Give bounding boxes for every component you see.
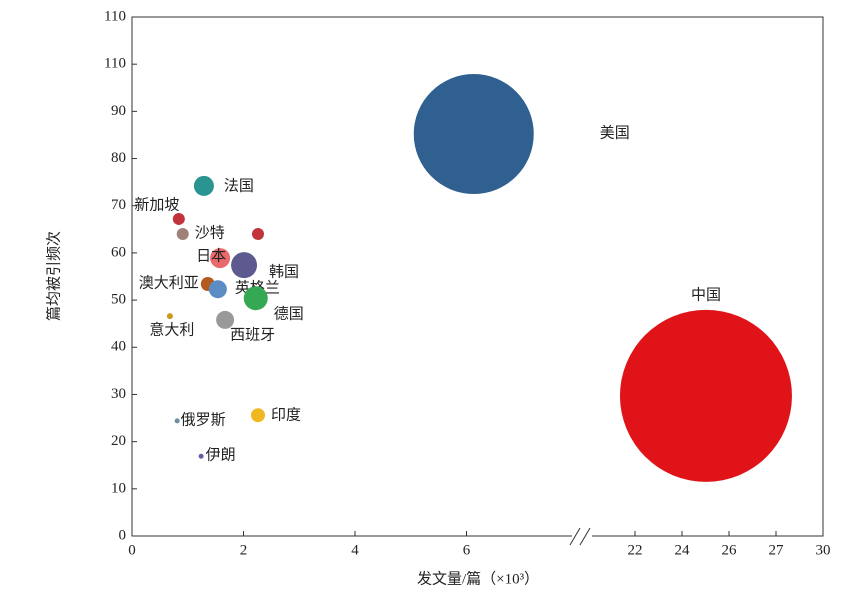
x-tick-label: 6	[463, 542, 471, 558]
x-axis-title: 发文量/篇（×10³）	[417, 569, 539, 587]
bubble	[174, 418, 180, 424]
bubble-label: 新加坡	[134, 196, 179, 213]
bubble	[251, 228, 264, 241]
bubble	[198, 453, 204, 459]
y-tick-label: 10	[111, 480, 126, 496]
bubble	[208, 280, 227, 299]
y-tick-label: 80	[111, 150, 126, 166]
bubble-label: 俄罗斯	[181, 411, 226, 428]
bubble	[243, 286, 268, 311]
bubble	[210, 248, 231, 269]
y-tick-label: 0	[119, 527, 127, 543]
y-tick-label: 110	[104, 56, 126, 72]
x-tick-label: 22	[628, 542, 643, 558]
bubble-label: 德国	[274, 305, 304, 323]
axis-break	[569, 527, 581, 546]
plot-frame	[131, 16, 824, 537]
bubble-label: 美国	[600, 124, 630, 141]
bubble	[619, 309, 792, 482]
y-tick-label: 20	[111, 433, 126, 449]
y-tick-label: 110	[104, 8, 126, 24]
bubble-label: 澳大利亚	[139, 274, 199, 291]
bubble-label: 韩国	[269, 264, 299, 281]
x-tick-label: 24	[675, 542, 691, 558]
x-tick-label: 27	[769, 542, 785, 558]
y-tick-label: 50	[111, 292, 126, 308]
bubble	[172, 212, 185, 225]
x-tick-label: 4	[351, 542, 359, 558]
y-tick-label: 70	[111, 197, 126, 213]
y-tick-label: 60	[111, 244, 126, 260]
bubble	[166, 313, 173, 320]
bubble-label: 日本	[196, 248, 226, 265]
x-tick-label: 26	[722, 542, 738, 558]
bubble	[413, 74, 534, 195]
bubble-label: 沙特	[195, 224, 225, 241]
x-tick-label: 2	[240, 542, 248, 558]
bubble	[193, 175, 214, 196]
x-tick-label: 30	[816, 542, 831, 558]
y-tick-label: 30	[111, 386, 126, 402]
bubble-label: 西班牙	[230, 326, 275, 343]
bubble-label: 法国	[224, 177, 254, 194]
bubble	[216, 310, 235, 329]
x-tick-label: 0	[128, 542, 136, 558]
y-tick-label: 40	[111, 339, 126, 355]
bubble	[250, 408, 265, 423]
y-axis-title: 篇均被引频次	[44, 231, 62, 321]
bubble-label: 中国	[691, 286, 721, 303]
bubble	[176, 228, 189, 241]
y-tick-label: 90	[111, 103, 126, 119]
bubble-label: 伊朗	[206, 447, 236, 464]
bubble	[231, 252, 258, 279]
axis-break	[579, 527, 591, 546]
bubble-label: 意大利	[149, 321, 194, 339]
bubble-label: 印度	[271, 407, 301, 424]
